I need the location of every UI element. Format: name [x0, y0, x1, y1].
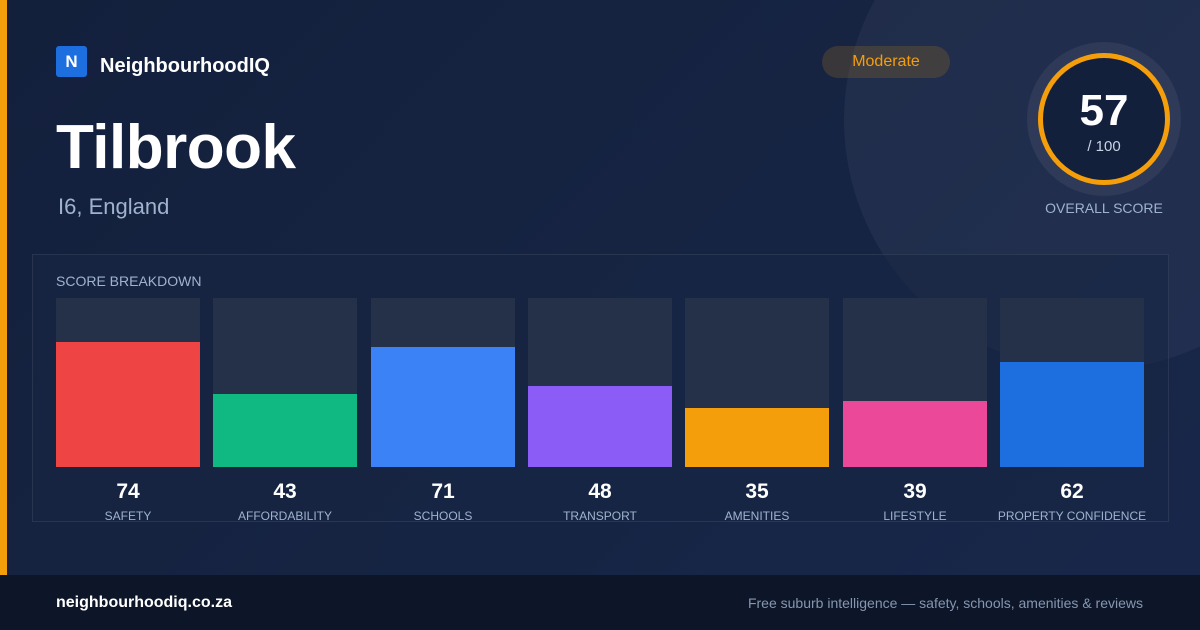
footer-domain: neighbourhoodiq.co.za: [56, 594, 232, 611]
card-background: N NeighbourhoodIQ Moderate Tilbrook I6, …: [0, 0, 1200, 575]
bar-fill: [1000, 362, 1144, 467]
bar-value: 35: [745, 480, 769, 503]
overall-score-caption: OVERALL SCORE: [1045, 200, 1163, 216]
bar-track: [685, 298, 829, 467]
bar-track: [1000, 298, 1144, 467]
bar-value: 39: [903, 480, 927, 503]
breakdown-column-safety: 74 SAFETY: [56, 298, 200, 523]
bar-label: SCHOOLS: [413, 509, 473, 523]
bar-label: SAFETY: [104, 509, 152, 523]
footer-tagline: Free suburb intelligence — safety, schoo…: [747, 595, 1143, 611]
brand-logo-icon: N: [56, 46, 87, 77]
rating-badge: Moderate: [822, 46, 950, 78]
score-breakdown-panel: SCORE BREAKDOWN 74 SAFETY 43 AFFORDABILITY 7…: [32, 254, 1169, 523]
breakdown-column-affordability: 43 AFFORDABILITY: [213, 298, 357, 523]
breakdown-column-schools: 71 SCHOOLS: [371, 298, 515, 523]
breakdown-column-amenities: 35 AMENITIES: [685, 298, 829, 523]
breakdown-title: SCORE BREAKDOWN: [56, 273, 202, 289]
brand-name: NeighbourhoodIQ: [100, 55, 270, 77]
page-title: Tilbrook: [56, 113, 296, 182]
breakdown-column-property-confidence: 62 PROPERTY CONFIDENCE: [998, 298, 1146, 523]
bar-track: [56, 298, 200, 467]
bar-fill: [843, 401, 987, 467]
bar-fill: [213, 394, 357, 467]
bar-value: 43: [273, 480, 297, 503]
location-subtitle: I6, England: [58, 194, 170, 219]
bar-fill: [371, 347, 515, 467]
bar-label: TRANSPORT: [563, 509, 637, 523]
bar-track: [371, 298, 515, 467]
bar-track: [213, 298, 357, 467]
bar-value: 48: [588, 480, 612, 503]
bar-value: 62: [1060, 480, 1084, 503]
bar-fill: [528, 386, 672, 467]
overall-score-value: 57: [1079, 86, 1129, 135]
bar-track: [528, 298, 672, 467]
overall-score-ring: 57 / 100: [1027, 42, 1181, 196]
footer: neighbourhoodiq.co.za Free suburb intell…: [0, 575, 1200, 630]
bar-label: AMENITIES: [724, 509, 790, 523]
bar-fill: [685, 408, 829, 467]
breakdown-column-transport: 48 TRANSPORT: [528, 298, 672, 523]
bar-fill: [56, 342, 200, 467]
bar-label: AFFORDABILITY: [237, 509, 332, 523]
breakdown-column-lifestyle: 39 LIFESTYLE: [843, 298, 987, 523]
bar-label: LIFESTYLE: [883, 509, 947, 523]
bar-value: 74: [116, 480, 140, 503]
bar-track: [843, 298, 987, 467]
overall-score-max: / 100: [1087, 138, 1121, 155]
overall-score-circle: 57 / 100: [1038, 53, 1170, 185]
bar-label: PROPERTY CONFIDENCE: [997, 509, 1147, 523]
bar-value: 71: [431, 480, 455, 503]
accent-bar: [0, 0, 7, 575]
